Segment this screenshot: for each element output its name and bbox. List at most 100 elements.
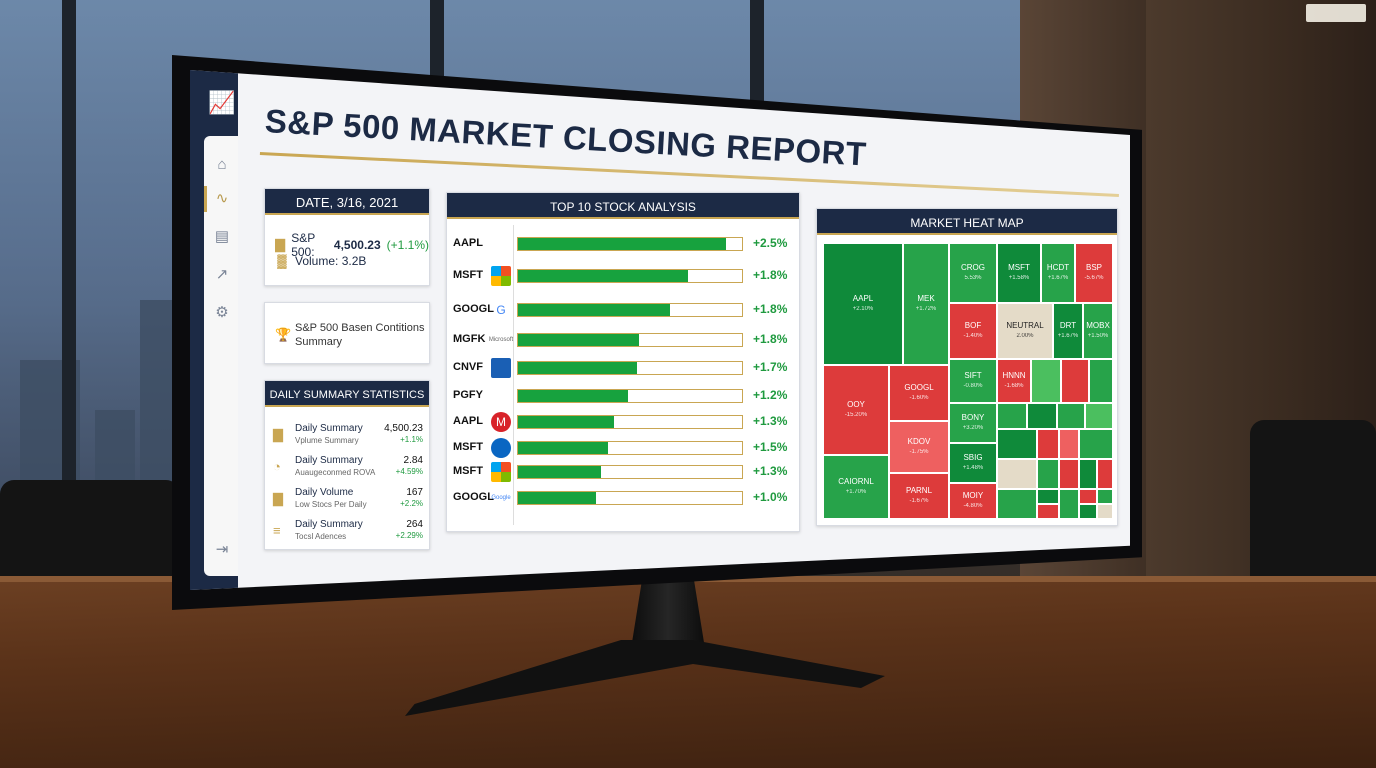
heatmap-cell[interactable] — [1079, 504, 1097, 519]
heatmap-cell[interactable]: MOIY -4.80% — [949, 483, 997, 519]
heatmap-cell-name: MSFT — [1008, 263, 1030, 272]
heatmap-cell[interactable] — [1057, 403, 1085, 429]
stock-bar-track — [517, 465, 743, 479]
blue-square-logo — [491, 358, 511, 378]
heatmap-cell-value: -4.80% — [963, 503, 983, 509]
heatmap-cell[interactable]: HCDT +1.67% — [1041, 243, 1075, 303]
heatmap-cell-value: -1.60% — [909, 395, 929, 401]
heatmap-cell[interactable]: SBIG +1.48% — [949, 443, 997, 483]
heatmap-cell[interactable] — [1037, 429, 1059, 459]
date-header: DATE, 3/16, 2021 — [265, 189, 429, 215]
heatmap-cell[interactable] — [1031, 359, 1061, 403]
stock-change-pct: +1.7% — [753, 360, 788, 374]
daily-row-sub: Vplume Summary — [295, 436, 359, 445]
blue-circle-logo — [491, 438, 511, 458]
heatmap-cell[interactable]: KDOV -1.75% — [889, 421, 949, 473]
heatmap-cell[interactable]: NEUTRAL 2.00% — [997, 303, 1053, 359]
heatmap-cell-value: +3.20% — [962, 425, 984, 431]
heatmap-cell[interactable]: BOF -1.40% — [949, 303, 997, 359]
heatmap-cell[interactable] — [1037, 459, 1059, 489]
stock-row[interactable]: PGFY +1.2% — [453, 385, 793, 407]
heatmap-cell[interactable] — [1059, 429, 1079, 459]
heatmap-cell[interactable]: PARNL -1.67% — [889, 473, 949, 519]
heatmap-cell-name: BONY — [961, 413, 985, 422]
heatmap-cell[interactable] — [1097, 459, 1113, 489]
heatmap-cell[interactable] — [997, 489, 1037, 519]
daily-row-sub: Tocsl Adences — [295, 532, 347, 541]
line-chart-icon[interactable]: ∿ — [215, 190, 229, 207]
stock-row[interactable]: MSFT +1.8% — [453, 265, 793, 287]
index-change: (+1.1%) — [386, 238, 429, 252]
heatmap-cell[interactable] — [1089, 359, 1113, 403]
stock-bar-track — [517, 441, 743, 455]
heatmap-cell[interactable] — [997, 403, 1027, 429]
stock-row[interactable]: MSFT +1.5% — [453, 437, 793, 459]
heatmap-cell[interactable] — [1079, 459, 1097, 489]
stock-row[interactable]: CNVF +1.7% — [453, 357, 793, 379]
heatmap-cell[interactable]: CAIORNL +1.70% — [823, 455, 889, 519]
stock-row[interactable]: MSFT +1.3% — [453, 461, 793, 483]
heatmap-cell[interactable]: HNNN -1.68% — [997, 359, 1031, 403]
logout-icon[interactable]: ⇥ — [215, 541, 229, 558]
stock-bar-fill — [518, 238, 727, 250]
stock-bar-fill — [518, 334, 639, 346]
heatmap-cell[interactable]: MOBX +1.50% — [1083, 303, 1113, 359]
heatmap-cell-name: DRT — [1059, 321, 1077, 330]
daily-summary-header: DAILY SUMMARY STATISTICS — [265, 381, 429, 407]
heatmap-cell[interactable] — [1097, 504, 1113, 519]
heatmap-cell[interactable]: MEK +1.72% — [903, 243, 949, 365]
heatmap-cell[interactable] — [1027, 403, 1057, 429]
stock-bar-fill — [518, 442, 608, 454]
wallet-icon[interactable]: ▤ — [214, 228, 230, 245]
stock-row[interactable]: GOOGL Google +1.0% — [453, 487, 793, 509]
heatmap-cell-name: SBIG — [963, 453, 983, 462]
heatmap-cell[interactable]: DRT +1.67% — [1053, 303, 1083, 359]
stock-bar-track — [517, 269, 743, 283]
gear-icon[interactable]: ⚙ — [215, 304, 229, 321]
heatmap-cell-value: 2.00% — [1016, 333, 1034, 339]
stock-ticker: GOOGL — [453, 303, 494, 315]
heatmap-cell-name: OOY — [847, 400, 865, 409]
heatmap-cell[interactable]: OOY -15.20% — [823, 365, 889, 455]
heatmap-cell[interactable]: BONY +3.20% — [949, 403, 997, 443]
stock-row[interactable]: GOOGL G +1.8% — [453, 299, 793, 321]
stock-row[interactable]: AAPL +2.5% — [453, 233, 793, 255]
heatmap-cell[interactable] — [1037, 504, 1059, 519]
stock-change-pct: +1.8% — [753, 302, 788, 316]
daily-row-change: +1.1% — [400, 435, 423, 444]
heatmap-cell[interactable] — [1061, 359, 1089, 403]
stock-change-pct: +1.2% — [753, 388, 788, 402]
home-icon[interactable]: ⌂ — [217, 156, 227, 173]
heatmap-cell[interactable] — [1079, 429, 1113, 459]
summary-line: 🏆 S&P 500 Basen Contitions Summary — [275, 321, 425, 349]
heatmap-cell[interactable]: CROG 5.53% — [949, 243, 997, 303]
red-circle-logo: M — [491, 412, 511, 432]
heatmap-cell[interactable] — [1079, 489, 1097, 504]
panel-divider — [513, 225, 514, 525]
heatmap-cell[interactable] — [1037, 489, 1059, 504]
heatmap-cell[interactable] — [997, 459, 1037, 489]
heatmap-cell[interactable] — [1097, 489, 1113, 504]
heatmap-cell[interactable]: SIFT -0.80% — [949, 359, 997, 403]
stock-bar-fill — [518, 416, 615, 428]
stock-bar-fill — [518, 270, 689, 282]
stock-change-pct: +1.8% — [753, 268, 788, 282]
google-text-logo: Google — [491, 495, 511, 501]
apple-logo-icon — [491, 234, 511, 254]
heatmap-cell-value: +1.50% — [1087, 333, 1109, 339]
heatmap-cell[interactable]: BSP -5.67% — [1075, 243, 1113, 303]
summary-panel[interactable]: 🏆 S&P 500 Basen Contitions Summary — [264, 302, 430, 364]
stock-row[interactable]: AAPL M +1.3% — [453, 411, 793, 433]
heatmap-cell[interactable]: AAPL +2.10% — [823, 243, 903, 365]
heatmap-cell[interactable] — [1059, 459, 1079, 489]
heatmap-cell[interactable]: GOOGL -1.60% — [889, 365, 949, 421]
trend-up-icon[interactable]: ↗ — [215, 266, 229, 283]
stock-row[interactable]: MGFK Microsoft +1.8% — [453, 329, 793, 351]
heatmap-cell-name: MEK — [917, 294, 935, 303]
heatmap-cell[interactable] — [1085, 403, 1113, 429]
heatmap-cell[interactable]: MSFT +1.58% — [997, 243, 1041, 303]
heatmap-cell-name: HCDT — [1046, 263, 1070, 272]
heatmap-cell[interactable] — [997, 429, 1037, 459]
heatmap-cell[interactable] — [1059, 489, 1079, 519]
stock-ticker: MSFT — [453, 269, 483, 281]
